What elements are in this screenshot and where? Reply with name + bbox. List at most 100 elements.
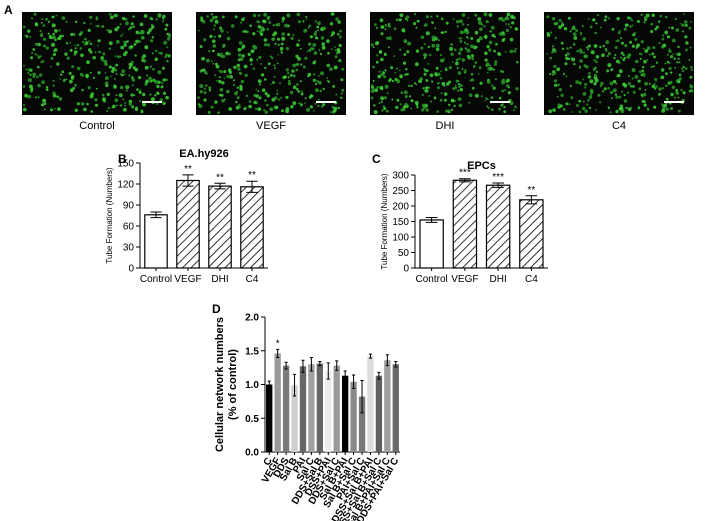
- cell: [271, 56, 274, 60]
- cell: [94, 98, 98, 102]
- cell: [61, 35, 64, 38]
- cell: [455, 86, 457, 89]
- cell: [83, 21, 86, 25]
- cell: [318, 81, 322, 85]
- cell: [43, 102, 47, 106]
- cell: [264, 99, 267, 102]
- cell: [590, 94, 592, 96]
- significance: ***: [459, 168, 471, 179]
- panel-label: A: [4, 3, 13, 17]
- cell: [560, 93, 564, 98]
- cell: [668, 80, 673, 85]
- cell: [262, 19, 267, 24]
- cell: [235, 105, 240, 110]
- cell: [551, 45, 555, 48]
- cell: [287, 76, 290, 79]
- cell: [682, 65, 685, 69]
- cell: [207, 110, 211, 115]
- cell: [576, 104, 579, 107]
- cell: [260, 32, 263, 36]
- cell: [570, 96, 574, 100]
- cell: [75, 20, 78, 23]
- cell: [241, 17, 245, 22]
- cell: [326, 64, 329, 67]
- cell: [393, 27, 397, 31]
- cell: [569, 30, 572, 33]
- cell: [123, 43, 127, 47]
- cell: [223, 70, 227, 73]
- cell: [668, 61, 671, 65]
- cell: [132, 15, 135, 18]
- cell: [615, 59, 620, 64]
- cell: [54, 38, 57, 42]
- cell: [318, 49, 321, 51]
- cell: [128, 74, 131, 77]
- cell: [148, 28, 152, 32]
- cell: [116, 26, 120, 29]
- cell: [427, 45, 431, 49]
- y-tick-label: 1.0: [245, 380, 259, 391]
- y-axis-label: Cellular network numbers: [214, 317, 226, 452]
- cell: [629, 106, 633, 110]
- cell: [139, 100, 141, 102]
- cell: [39, 73, 43, 77]
- cell: [257, 14, 261, 17]
- cell: [615, 40, 618, 42]
- cell: [102, 52, 106, 56]
- cell: [501, 31, 505, 35]
- cell: [671, 26, 674, 30]
- cell: [299, 80, 302, 83]
- cell: [292, 34, 295, 36]
- cell: [203, 91, 207, 95]
- cell: [399, 48, 402, 51]
- cell: [80, 102, 85, 106]
- cell: [622, 53, 625, 57]
- cell: [206, 15, 209, 18]
- cell: [380, 57, 384, 62]
- cell: [285, 95, 289, 99]
- cell: [377, 74, 381, 79]
- cell: [396, 98, 400, 102]
- cell: [164, 55, 167, 59]
- significance: **: [527, 185, 535, 196]
- cell: [305, 18, 308, 21]
- cell: [423, 68, 426, 70]
- cell: [685, 48, 688, 52]
- cell: [436, 86, 440, 90]
- cell: [651, 52, 655, 56]
- cell: [595, 60, 598, 64]
- cell: [374, 88, 379, 93]
- error-bar: [492, 182, 504, 188]
- bar: [291, 385, 298, 452]
- cell: [148, 76, 152, 81]
- cell: [443, 58, 446, 60]
- cell: [296, 83, 299, 86]
- cell: [216, 79, 218, 82]
- cell: [372, 65, 375, 69]
- cell: [88, 48, 92, 52]
- cell: [593, 59, 596, 62]
- cell: [454, 100, 457, 102]
- cell: [498, 96, 502, 100]
- cell: [72, 32, 76, 37]
- cell: [634, 37, 638, 41]
- cell: [228, 107, 233, 111]
- cell: [483, 12, 488, 17]
- cell: [659, 14, 663, 18]
- cell: [504, 17, 507, 20]
- cell: [238, 103, 241, 106]
- cell: [268, 15, 271, 18]
- cell: [412, 22, 417, 26]
- cell: [690, 21, 692, 23]
- cell: [314, 102, 317, 105]
- cell: [513, 109, 516, 112]
- cell: [115, 94, 118, 96]
- micrograph: [196, 12, 346, 115]
- cell: [279, 48, 283, 52]
- cell: [423, 72, 427, 76]
- cell: [464, 47, 467, 50]
- cell: [264, 92, 268, 96]
- image-label: VEGF: [256, 120, 286, 132]
- cell: [457, 71, 462, 75]
- cell: [459, 88, 463, 91]
